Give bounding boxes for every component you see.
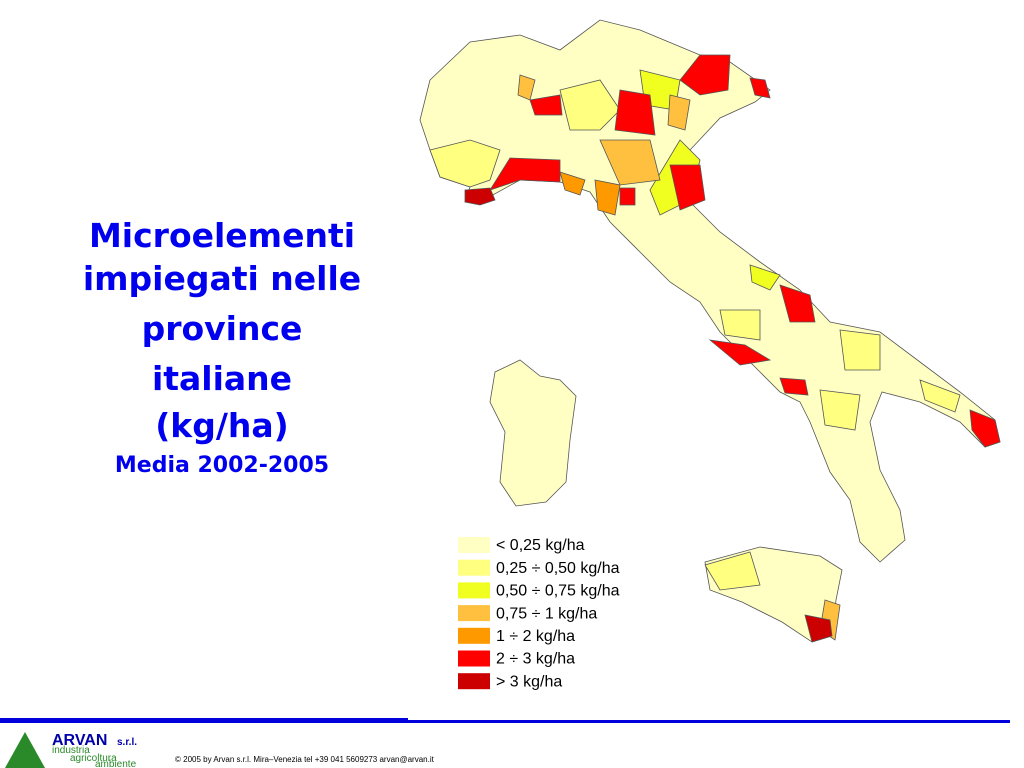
legend-swatch <box>458 673 490 690</box>
province <box>559 79 621 131</box>
province <box>969 409 1001 448</box>
legend: < 0,25 kg/ha 0,25 ÷ 0,50 kg/ha 0,50 ÷ 0,75… <box>458 537 620 690</box>
province <box>559 171 586 196</box>
province <box>749 77 771 99</box>
legend-swatch <box>458 537 490 553</box>
legend-swatch <box>458 559 490 576</box>
title-line: (kg/ha) <box>155 406 289 445</box>
footer-rule <box>0 718 408 723</box>
province <box>529 94 563 116</box>
legend-swatch <box>458 650 490 667</box>
province <box>804 614 833 643</box>
province <box>779 284 816 323</box>
province <box>619 187 636 206</box>
subtitle: Media 2002-2005 <box>115 453 329 478</box>
logo-tagline: ambiente <box>95 759 137 768</box>
province <box>919 379 961 413</box>
sardinia <box>489 359 577 507</box>
legend-swatch <box>458 605 490 622</box>
legend-swatch <box>458 627 490 644</box>
logo-tagline: industria <box>52 745 90 756</box>
province <box>429 139 501 188</box>
legend-label: 2 ÷ 3 kg/ha <box>496 651 575 668</box>
italy-map <box>419 19 1001 643</box>
province <box>679 54 731 96</box>
legend-label: 0,75 ÷ 1 kg/ha <box>496 605 597 622</box>
legend-label: < 0,25 kg/ha <box>496 537 585 554</box>
province <box>708 339 772 366</box>
logo-suffix: s.r.l. <box>117 737 137 748</box>
province <box>669 164 706 211</box>
title-line: impiegati nelle <box>83 259 361 298</box>
province <box>719 309 761 341</box>
legend-label: > 3 kg/ha <box>496 673 562 690</box>
legend-label: 0,25 ÷ 0,50 kg/ha <box>496 560 620 577</box>
province <box>819 389 861 431</box>
title-line: italiane <box>152 359 292 398</box>
province <box>704 551 761 591</box>
legend-label: 1 ÷ 2 kg/ha <box>496 628 575 645</box>
logo-name: ARVAN <box>52 732 107 749</box>
province <box>614 89 656 136</box>
province <box>779 377 809 396</box>
province <box>464 187 496 206</box>
province <box>594 179 621 216</box>
logo-tagline: agricoltura <box>70 753 117 764</box>
footer-rule <box>408 720 1010 723</box>
title-line: province <box>142 309 303 348</box>
legend-swatch <box>458 582 490 599</box>
province <box>489 157 561 191</box>
province <box>749 264 781 291</box>
logo-icon <box>5 732 45 768</box>
province <box>667 94 691 131</box>
copyright: © 2005 by Arvan s.r.l. Mira–Venezia tel … <box>175 755 435 764</box>
province <box>839 329 881 371</box>
title-line: Microelementi <box>89 216 355 255</box>
province <box>599 139 661 186</box>
legend-label: 0,50 ÷ 0,75 kg/ha <box>496 583 620 600</box>
